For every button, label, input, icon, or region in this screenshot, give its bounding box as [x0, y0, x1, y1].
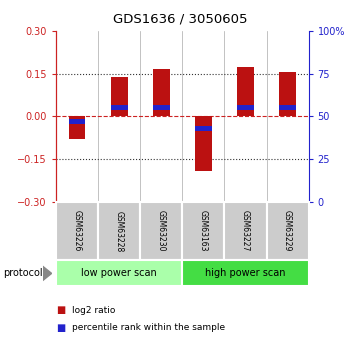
Bar — [237, 105, 254, 110]
Bar — [182, 260, 309, 286]
Text: percentile rank within the sample: percentile rank within the sample — [72, 323, 225, 332]
Bar — [195, 117, 212, 170]
Bar — [266, 202, 309, 260]
Bar — [279, 105, 296, 110]
Text: GSM63226: GSM63226 — [73, 210, 82, 252]
Text: GSM63230: GSM63230 — [157, 210, 166, 252]
Text: protocol: protocol — [4, 268, 43, 278]
Bar — [195, 126, 212, 131]
Text: GSM63228: GSM63228 — [115, 210, 123, 252]
Bar — [98, 202, 140, 260]
Bar — [225, 202, 266, 260]
Text: GSM63163: GSM63163 — [199, 210, 208, 252]
Bar — [237, 67, 254, 117]
Bar — [153, 69, 170, 117]
Text: high power scan: high power scan — [205, 268, 286, 278]
Text: ■: ■ — [56, 323, 65, 333]
Bar — [56, 260, 182, 286]
Text: log2 ratio: log2 ratio — [72, 306, 116, 315]
Bar — [140, 202, 182, 260]
Text: GSM63227: GSM63227 — [241, 210, 250, 252]
Bar — [279, 72, 296, 117]
Text: GDS1636 / 3050605: GDS1636 / 3050605 — [113, 12, 248, 25]
Bar — [111, 105, 127, 110]
Bar — [69, 119, 86, 124]
Text: ■: ■ — [56, 306, 65, 315]
Text: GSM63229: GSM63229 — [283, 210, 292, 252]
Bar — [56, 202, 98, 260]
Bar — [111, 77, 127, 117]
Text: low power scan: low power scan — [81, 268, 157, 278]
Bar — [69, 117, 86, 139]
Polygon shape — [43, 266, 52, 281]
Bar — [182, 202, 225, 260]
Bar — [153, 105, 170, 110]
